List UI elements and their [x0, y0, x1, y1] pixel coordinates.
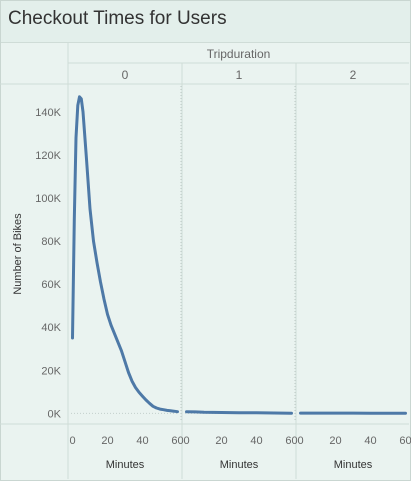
x-tick-label: 40 [250, 435, 262, 447]
x-tick-label: 20 [329, 435, 341, 447]
page-title: Checkout Times for Users [8, 8, 227, 29]
panel-header-1: 1 [236, 68, 243, 82]
y-tick-label: 20K [41, 365, 61, 377]
series-line-panel-0 [71, 95, 179, 414]
panel-header-2: 2 [350, 68, 357, 82]
x-tick-label: 20 [101, 435, 113, 447]
x-tick-label: 60 [171, 435, 183, 447]
x-tick-label: 40 [136, 435, 148, 447]
x-axis-label: Minutes [106, 459, 145, 471]
x-tick-label: 60 [399, 435, 411, 447]
y-tick-label: 0K [48, 408, 62, 420]
x-axis-label: Minutes [334, 459, 373, 471]
y-tick-label: 100K [35, 193, 61, 205]
title-bar: Checkout Times for Users [1, 1, 410, 43]
y-tick-label: 40K [41, 322, 61, 334]
column-header: Tripduration [207, 47, 271, 61]
x-tick-label: 60 [285, 435, 297, 447]
series-line-panel-1 [185, 410, 293, 415]
x-tick-label: 20 [215, 435, 227, 447]
x-tick-label: 0 [183, 435, 189, 447]
x-tick-label: 0 [297, 435, 303, 447]
y-tick-label: 80K [41, 236, 61, 248]
x-tick-label: 40 [364, 435, 376, 447]
panel-header-0: 0 [122, 68, 129, 82]
y-tick-label: 60K [41, 279, 61, 291]
y-tick-label: 120K [35, 150, 61, 162]
y-tick-label: 140K [35, 107, 61, 119]
y-axis-label: Number of Bikes [12, 213, 24, 295]
x-tick-label: 0 [69, 435, 75, 447]
x-axis-label: Minutes [220, 459, 259, 471]
